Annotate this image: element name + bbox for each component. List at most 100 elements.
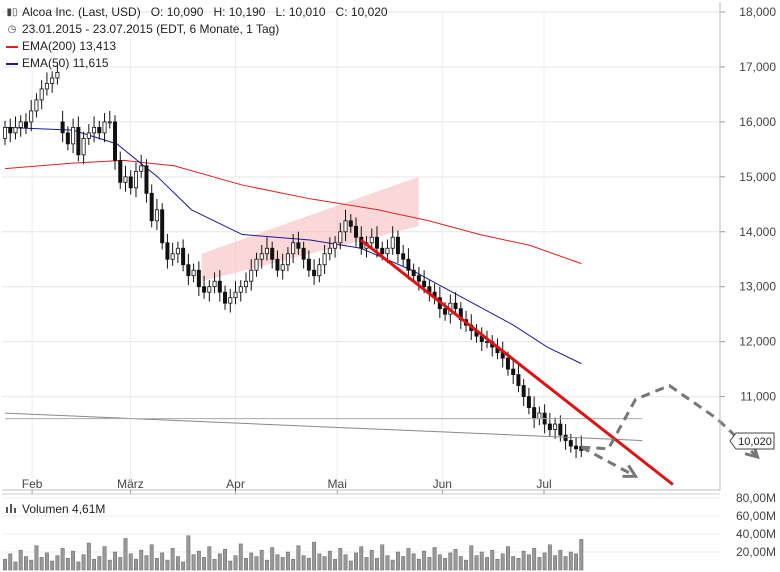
volume-bar bbox=[563, 556, 568, 571]
volume-bar bbox=[306, 558, 311, 571]
legend-title-row: ▮▯ Alcoa Inc. (Last, USD) O: 10,090 H: 1… bbox=[6, 4, 388, 21]
volume-bar bbox=[547, 544, 552, 571]
candle-body bbox=[50, 77, 55, 84]
candle-body bbox=[202, 286, 207, 293]
candle-body bbox=[23, 121, 28, 128]
volume-bar bbox=[327, 550, 332, 571]
volume-bar bbox=[154, 558, 159, 571]
downtrend-line bbox=[360, 238, 674, 486]
volume-bar bbox=[506, 546, 510, 571]
volume-bar bbox=[265, 559, 269, 571]
volume-bar bbox=[60, 548, 65, 571]
candle-body bbox=[296, 242, 301, 249]
ema50-swatch bbox=[6, 62, 18, 65]
candle-body bbox=[55, 72, 60, 79]
volume-legend: Volumen 4,61M bbox=[6, 502, 105, 516]
volume-bar bbox=[76, 561, 81, 571]
candle-body bbox=[547, 423, 552, 430]
volume-bar bbox=[495, 558, 500, 571]
candle-body bbox=[81, 137, 86, 156]
candle-body bbox=[416, 275, 421, 282]
volume-bar bbox=[128, 553, 133, 571]
volume-tick-label: 60,00M bbox=[736, 509, 776, 523]
candle-body bbox=[254, 258, 259, 271]
volume-bar bbox=[13, 561, 18, 571]
volume-bar bbox=[160, 552, 165, 571]
volume-bar bbox=[134, 558, 138, 571]
last-price-tag: 10,020 bbox=[729, 432, 775, 450]
y-tick-label: 14,000 bbox=[739, 225, 776, 239]
volume-bar bbox=[553, 555, 558, 571]
volume-bar bbox=[81, 554, 86, 571]
x-tick-label: März bbox=[117, 477, 144, 491]
volume-tick-label: 20,00M bbox=[736, 545, 776, 559]
date-range: 23.01.2015 - 23.07.2015 (EDT, 6 Monate, … bbox=[22, 22, 280, 36]
candle-body bbox=[312, 269, 317, 277]
volume-tick-label: 40,00M bbox=[736, 527, 776, 541]
volume-bar bbox=[364, 557, 369, 571]
volume-bar bbox=[71, 550, 76, 571]
ema200-value: 13,413 bbox=[79, 39, 117, 53]
close-value: 10,020 bbox=[350, 5, 388, 19]
candle-body bbox=[553, 423, 558, 430]
volume-bar bbox=[385, 555, 390, 571]
candle-body bbox=[207, 286, 212, 293]
volume-bar bbox=[322, 556, 327, 571]
candle-body bbox=[354, 225, 359, 238]
candle-body bbox=[526, 396, 531, 408]
volume-bar bbox=[118, 557, 123, 571]
forecast-down-arrow bbox=[580, 445, 637, 478]
legend-ema200-row: EMA(200) 13,413 bbox=[6, 38, 388, 55]
volume-bar bbox=[175, 556, 180, 571]
volume-bar bbox=[34, 545, 39, 571]
candle-body bbox=[306, 258, 311, 271]
y-tick-label: 13,000 bbox=[739, 280, 776, 294]
candle-body bbox=[270, 247, 275, 260]
candle-body bbox=[223, 291, 228, 304]
volume-bar bbox=[390, 559, 395, 571]
volume-bar bbox=[464, 559, 468, 571]
candle-body bbox=[505, 357, 510, 370]
candle-body bbox=[411, 269, 416, 277]
last-price-label: 10,020 bbox=[738, 436, 772, 448]
volume-bar bbox=[485, 557, 489, 571]
volume-bar bbox=[144, 555, 149, 571]
candle-body bbox=[537, 412, 542, 419]
volume-bar bbox=[181, 561, 186, 571]
y-tick-label: 18,000 bbox=[739, 5, 776, 19]
candle-body bbox=[217, 280, 222, 293]
volume-bar bbox=[139, 549, 144, 571]
candle-body bbox=[165, 242, 170, 260]
volume-bar bbox=[558, 549, 563, 571]
y-tick-label: 16,000 bbox=[739, 115, 776, 129]
x-tick-label: Apr bbox=[226, 477, 245, 491]
candle-body bbox=[92, 126, 97, 134]
volume-value: 4,61M bbox=[72, 502, 106, 516]
candle-body bbox=[322, 253, 327, 266]
volume-bar bbox=[521, 550, 526, 571]
ema200-label: EMA(200) bbox=[22, 39, 77, 53]
candle-body bbox=[39, 88, 44, 101]
y-tick-label: 11,000 bbox=[740, 390, 776, 404]
candle-body bbox=[275, 258, 280, 271]
candle-body bbox=[521, 385, 526, 397]
candle-body bbox=[29, 110, 34, 123]
volume-bar bbox=[500, 553, 505, 571]
candle-body bbox=[327, 247, 332, 255]
volume-bar bbox=[202, 557, 207, 571]
volume-bar bbox=[92, 558, 97, 571]
candle-body bbox=[558, 423, 563, 436]
high-label: H: bbox=[213, 5, 226, 19]
candle-body bbox=[301, 247, 306, 260]
y-tick-label: 15,000 bbox=[739, 170, 776, 184]
candle-body bbox=[76, 126, 81, 156]
candle-body bbox=[154, 209, 159, 222]
candle-body bbox=[102, 121, 107, 134]
volume-bar bbox=[123, 538, 128, 571]
volume-bar bbox=[537, 557, 542, 571]
volume-bar bbox=[24, 556, 28, 571]
forecast-alt-arrow bbox=[581, 383, 759, 459]
candle-body bbox=[128, 176, 133, 189]
volume-bar bbox=[422, 550, 427, 571]
volume-bar bbox=[380, 544, 385, 571]
